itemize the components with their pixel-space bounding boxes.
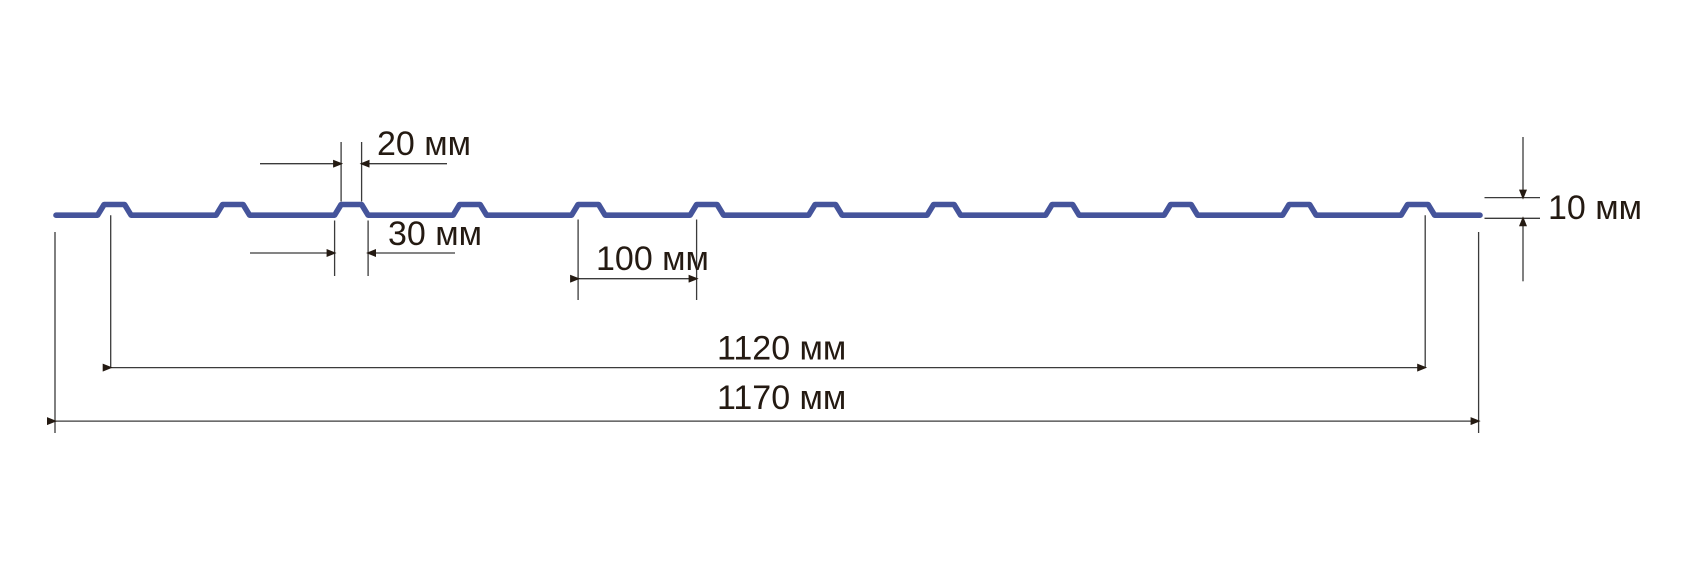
svg-text:1170 мм: 1170 мм xyxy=(717,379,846,417)
svg-text:1120 мм: 1120 мм xyxy=(717,330,846,368)
svg-text:20 мм: 20 мм xyxy=(377,125,471,163)
svg-text:10 мм: 10 мм xyxy=(1548,189,1642,227)
svg-text:100 мм: 100 мм xyxy=(596,240,709,278)
svg-text:30 мм: 30 мм xyxy=(388,215,482,253)
